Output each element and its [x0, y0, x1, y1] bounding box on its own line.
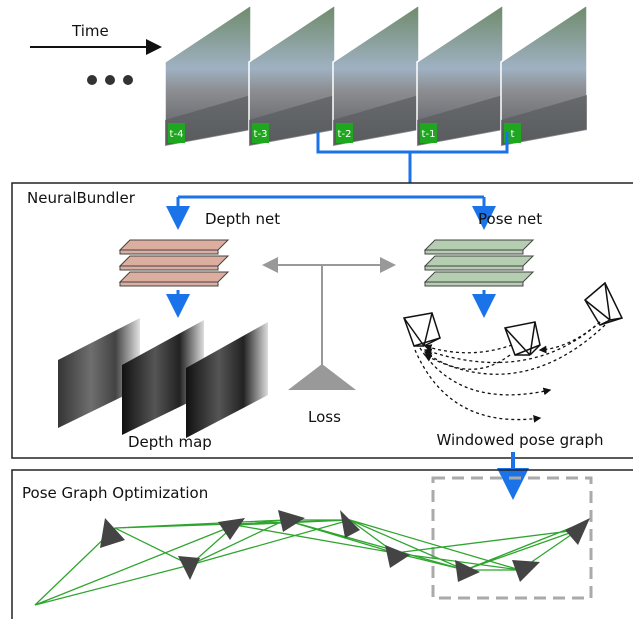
pose-graph-title: Pose Graph Optimization — [22, 484, 208, 502]
time-label: Time — [71, 22, 109, 40]
frame-tag — [252, 123, 269, 143]
windowed-pose-graph-label: Windowed pose graph — [436, 431, 603, 449]
frame-tag — [336, 123, 353, 143]
loss-connector — [262, 257, 396, 368]
frame-label: t — [511, 129, 515, 140]
frame-label: t-2 — [338, 129, 352, 140]
loss-label: Loss — [308, 408, 341, 426]
depth-maps — [58, 318, 268, 438]
ellipsis — [87, 75, 133, 85]
depth-net-layers — [118, 239, 230, 287]
cameras — [402, 281, 624, 356]
neural-bundler-title: NeuralBundler — [27, 189, 136, 207]
graph-poses — [100, 510, 590, 582]
frame-road — [501, 95, 587, 146]
frame-road — [333, 95, 419, 146]
loss-triangle — [288, 364, 356, 390]
pose-graph-box — [11, 469, 633, 619]
frame-road — [165, 95, 251, 146]
frame-bracket — [166, 132, 509, 230]
frame-road — [417, 95, 503, 146]
frame-label: t-4 — [170, 129, 184, 140]
pose-net-layers — [423, 239, 535, 287]
pose-edges — [414, 321, 606, 423]
frames: t-4 t-3 t-2 t-1 t — [164, 3, 588, 147]
depth-net-label: Depth net — [205, 210, 280, 228]
frame-label: t-1 — [422, 129, 436, 140]
frame-tag — [420, 123, 437, 143]
frame-road — [249, 95, 335, 146]
window-box — [431, 476, 593, 600]
frame-tag — [168, 123, 185, 143]
pose-net-label: Pose net — [478, 210, 542, 228]
depth-map-label: Depth map — [128, 433, 212, 451]
neural-bundler-box — [11, 182, 633, 459]
frame-label: t-3 — [254, 129, 268, 140]
